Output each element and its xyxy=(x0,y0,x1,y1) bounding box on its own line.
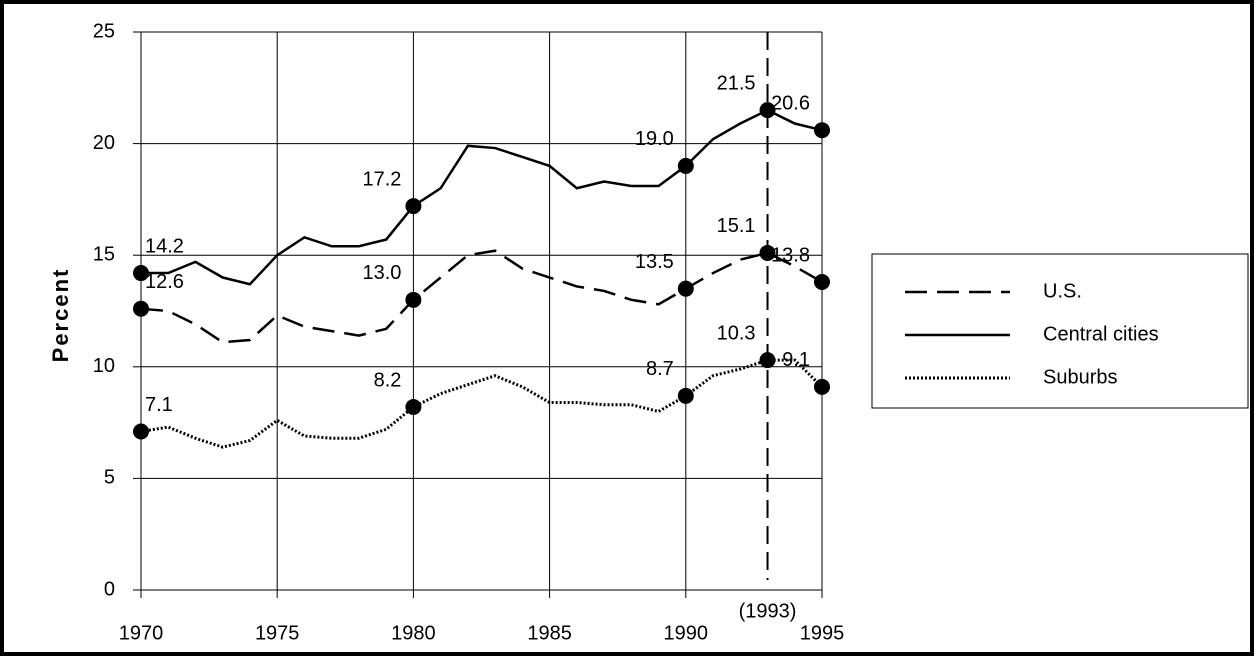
data-label: 8.7 xyxy=(646,358,674,380)
legend xyxy=(871,253,1249,409)
data-label: 20.6 xyxy=(771,92,810,114)
data-label: 14.2 xyxy=(145,235,184,257)
y-tick-label: 25 xyxy=(93,20,115,42)
y-tick-label: 0 xyxy=(104,578,115,600)
series-line xyxy=(140,249,823,344)
x-tick-label: 1975 xyxy=(255,622,300,644)
x-tick-label: 1995 xyxy=(800,622,845,644)
data-marker xyxy=(759,244,776,261)
data-marker xyxy=(133,300,149,317)
data-marker xyxy=(133,423,149,440)
data-label: 13.0 xyxy=(362,262,401,284)
data-label: 17.2 xyxy=(362,168,401,190)
data-marker xyxy=(759,102,776,119)
legend-label: U.S. xyxy=(1043,280,1082,302)
data-label: 10.3 xyxy=(717,322,756,344)
data-label: 19.0 xyxy=(635,128,674,150)
y-tick-label: 10 xyxy=(93,355,115,377)
x-tick-label: 1990 xyxy=(664,622,709,644)
data-label: 7.1 xyxy=(145,394,173,416)
data-label: 15.1 xyxy=(717,215,756,237)
data-marker xyxy=(759,352,776,369)
annotation: (1993) xyxy=(739,600,797,622)
legend-label: Suburbs xyxy=(1043,366,1118,388)
data-label: 8.2 xyxy=(374,369,402,391)
data-marker xyxy=(133,265,149,282)
y-tick-label: 15 xyxy=(93,243,115,265)
data-marker xyxy=(405,398,422,415)
data-label: 9.1 xyxy=(782,349,810,371)
legend-label: Central cities xyxy=(1043,323,1159,345)
data-marker xyxy=(677,280,694,297)
data-marker xyxy=(814,273,830,290)
data-marker xyxy=(405,198,422,215)
y-tick-label: 20 xyxy=(93,132,115,154)
x-tick-label: 1980 xyxy=(391,622,436,644)
data-marker xyxy=(814,378,830,395)
series-line xyxy=(141,108,823,286)
data-label: 13.8 xyxy=(771,244,810,266)
data-marker xyxy=(677,387,694,404)
data-marker xyxy=(814,122,830,139)
data-label: 12.6 xyxy=(145,271,184,293)
data-marker xyxy=(405,291,422,308)
data-label: 13.5 xyxy=(635,251,674,273)
data-marker xyxy=(677,157,694,174)
x-tick-label: 1970 xyxy=(119,622,164,644)
data-label: 21.5 xyxy=(717,72,756,94)
y-axis-label: Percent xyxy=(48,268,73,363)
y-tick-label: 5 xyxy=(104,467,115,489)
x-tick-label: 1985 xyxy=(527,622,572,644)
